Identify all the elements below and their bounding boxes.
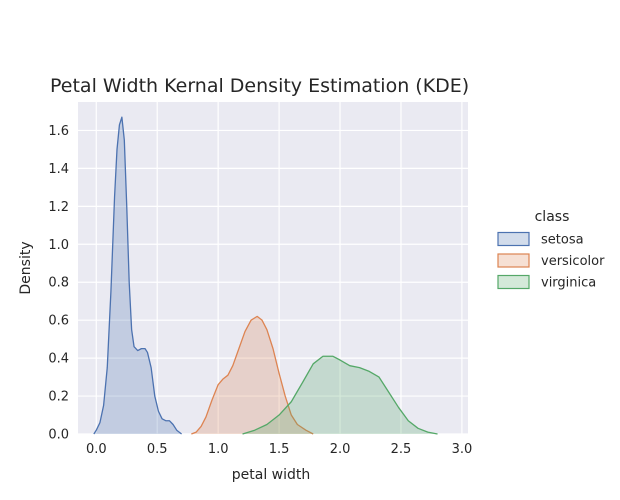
legend-label-versicolor: versicolor	[541, 254, 605, 269]
y-tick-label: 1.6	[48, 124, 69, 139]
legend-items: setosa versicolor virginica	[497, 231, 605, 291]
y-tick-label: 0.6	[48, 314, 69, 329]
y-tick-label: 0.2	[48, 390, 69, 405]
x-tick-labels: 0.0 0.5 1.0 1.5 2.0 2.5 3.0	[86, 442, 472, 457]
setosa-density-fill	[93, 117, 182, 435]
x-tick-label: 1.0	[208, 442, 229, 457]
x-tick-label: 2.0	[330, 442, 351, 457]
y-tick-labels: 0.0 0.2 0.4 0.6 0.8 1.0 1.2 1.4 1.6	[48, 124, 69, 443]
y-tick-label: 0.0	[48, 428, 69, 443]
y-tick-label: 0.8	[48, 276, 69, 291]
y-axis-label: Density	[18, 241, 34, 294]
x-tick-label: 0.5	[147, 442, 168, 457]
legend: class setosa versicolor virginica	[497, 209, 605, 291]
versicolor-density-fill	[191, 316, 314, 434]
x-tick-label: 2.5	[391, 442, 412, 457]
legend-swatch-versicolor	[497, 253, 530, 268]
legend-swatch-virginica	[497, 274, 530, 290]
legend-swatch-setosa	[497, 231, 530, 247]
x-tick-label: 1.5	[269, 442, 290, 457]
virginica-density-fill	[242, 356, 438, 434]
virginica-density-line	[242, 355, 438, 435]
legend-label-virginica: virginica	[541, 276, 596, 291]
y-tick-label: 1.4	[48, 162, 69, 177]
plot-background	[78, 102, 468, 434]
legend-label-setosa: setosa	[541, 233, 584, 248]
y-tick-label: 1.0	[48, 238, 69, 253]
chart-title: Petal Width Kernal Density Estimation (K…	[50, 75, 469, 97]
y-tick-label: 1.2	[48, 200, 69, 215]
y-tick-label: 0.4	[48, 352, 69, 367]
density-areas	[93, 116, 438, 435]
x-axis-label: petal width	[232, 467, 311, 483]
x-tick-label: 0.0	[86, 442, 107, 457]
grid-lines	[78, 102, 468, 435]
setosa-density-line	[93, 116, 182, 435]
legend-title: class	[535, 209, 570, 225]
x-tick-label: 3.0	[452, 442, 473, 457]
